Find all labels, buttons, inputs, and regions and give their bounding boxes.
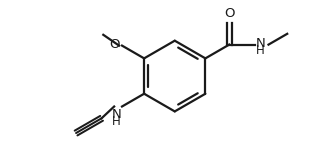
Text: H: H <box>112 115 121 128</box>
Text: N: N <box>256 37 265 50</box>
Text: H: H <box>256 44 264 57</box>
Text: O: O <box>224 7 234 20</box>
Text: O: O <box>109 38 120 51</box>
Text: N: N <box>111 109 121 122</box>
